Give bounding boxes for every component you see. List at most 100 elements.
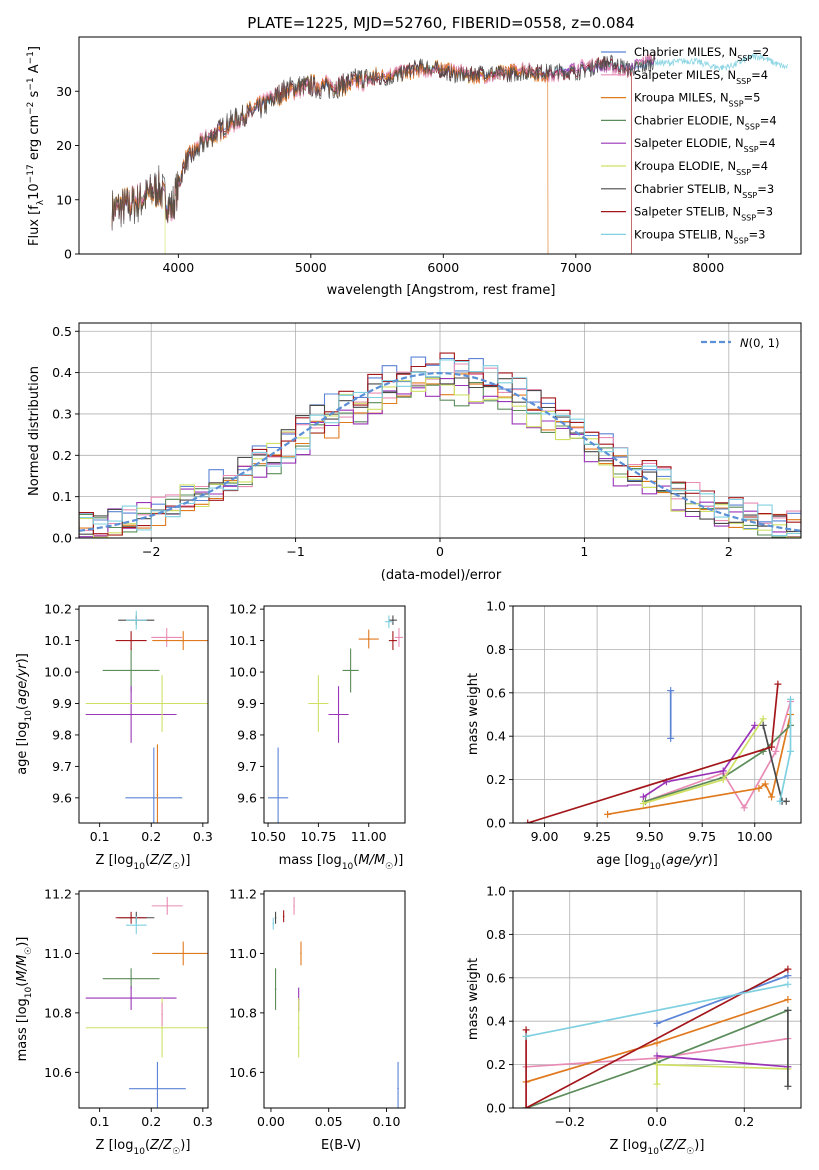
legend-entry: Salpeter ELODIE, NSSP=4 — [634, 136, 776, 154]
y-axis-label: mass [log10(M/M☉)] — [15, 937, 34, 1062]
x-tick-label: 9.00 — [531, 829, 559, 844]
data-point — [274, 988, 277, 990]
y-tick-label: 9.6 — [237, 790, 257, 805]
data-point — [130, 997, 132, 999]
y-tick-label: 10.1 — [229, 633, 257, 648]
data-point — [277, 797, 279, 799]
y-axis-label: age [log10(age/yr)] — [15, 653, 34, 775]
data-point — [388, 620, 390, 623]
x-tick-label: 0.2 — [141, 1114, 161, 1129]
x-tick-label: 0.2 — [141, 829, 161, 844]
y-tick-label: 10.0 — [44, 665, 72, 680]
data-point — [367, 638, 370, 640]
x-tick-label: 10.00 — [737, 829, 773, 844]
x-tick-label: −1 — [286, 544, 304, 559]
spectrum-line — [111, 53, 656, 231]
x-tick-label: 0 — [436, 544, 444, 559]
data-point — [135, 619, 138, 621]
y-tick-label: 10.0 — [229, 665, 257, 680]
y-tick-label: 9.8 — [237, 727, 257, 742]
spectrum-line — [111, 59, 549, 254]
x-tick-label: 5000 — [295, 260, 327, 275]
y-tick-label: 10.8 — [229, 1005, 257, 1020]
panel-weight_vs_age: 9.00 9.25 9.50 9.75 10.00 0.0 0.2 0.4 0.6 0.8 1.0 a… — [466, 599, 802, 872]
legend-entry: Chabrier ELODIE, NSSP=4 — [634, 113, 777, 130]
y-tick-label: 10.6 — [229, 1065, 257, 1080]
x-axis-label: wavelength [Angstrom, rest frame] — [327, 283, 556, 298]
x-axis-label: (data-model)/error — [381, 568, 502, 583]
y-tick-label: 0.6 — [486, 970, 506, 985]
legend: Chabrier MILES, NSSP=2 Salpeter MILES, NS… — [601, 45, 777, 245]
data-point — [166, 905, 169, 907]
y-tick-label: 0.0 — [486, 816, 506, 831]
weight-line — [645, 724, 792, 803]
y-tick-label: 10 — [56, 192, 72, 207]
x-tick-label: 0.10 — [373, 1114, 401, 1129]
x-tick-label: 0.1 — [90, 829, 110, 844]
y-axis-label: mass weight — [466, 958, 481, 1040]
x-tick-label: −0.2 — [555, 1114, 585, 1129]
y-tick-label: 0.4 — [486, 729, 506, 744]
y-tick-label: 0.8 — [486, 642, 506, 657]
plot-area — [111, 50, 788, 254]
gaussian-reference-curve — [79, 371, 801, 532]
x-tick-label: 9.75 — [688, 829, 716, 844]
x-tick-label: 0.1 — [90, 1114, 110, 1129]
x-tick-label: 10.50 — [250, 829, 286, 844]
x-tick-label: 0.05 — [315, 1114, 343, 1129]
x-axis-label: mass [log10(M/M☉)] — [279, 853, 404, 872]
data-point — [165, 636, 168, 639]
y-axis-label: mass weight — [466, 673, 481, 755]
plot-area — [513, 606, 801, 823]
weight-line — [525, 983, 789, 1038]
data-point — [161, 1013, 163, 1016]
x-tick-label: 0.2 — [734, 1114, 754, 1129]
data-point — [130, 977, 132, 980]
data-point — [182, 639, 185, 642]
data-point — [349, 669, 352, 672]
data-point — [130, 639, 132, 642]
y-tick-label: 10.2 — [229, 602, 257, 617]
spectrum-line — [111, 51, 656, 226]
legend-entry: Salpeter STELIB, NSSP=3 — [634, 205, 773, 223]
histogram-salpeter-stelib — [79, 352, 801, 538]
y-tick-label: 0.5 — [52, 324, 72, 339]
y-tick-label: 0.0 — [486, 1101, 506, 1116]
y-tick-label: 11.0 — [229, 946, 257, 961]
plot-area — [272, 896, 399, 1108]
legend-entry: Chabrier MILES, NSSP=2 — [634, 45, 769, 63]
y-tick-label: 11.2 — [44, 886, 72, 901]
y-tick-label: 0.8 — [486, 927, 506, 942]
y-tick-label: 0.2 — [52, 448, 72, 463]
y-tick-label: 11.0 — [44, 946, 72, 961]
x-tick-label: 4000 — [162, 260, 194, 275]
legend-entry: Kroupa MILES, NSSP=5 — [634, 91, 760, 109]
data-point — [317, 702, 320, 705]
data-point — [161, 1026, 163, 1029]
y-tick-label: 0.4 — [52, 365, 72, 380]
y-tick-label: 0.6 — [486, 685, 506, 700]
y-tick-label: 9.7 — [237, 759, 257, 774]
y-tick-label: 9.8 — [52, 727, 72, 742]
y-tick-label: 11.2 — [229, 886, 257, 901]
panel-residuals: −2 −1 0 1 2 0.0 0.1 0.2 0.3 0.4 0.5 (data-model)/er… — [27, 322, 802, 583]
x-tick-label: 1 — [580, 544, 588, 559]
panel-weight_vs_Z: −0.2 0.0 0.2 0.0 0.2 0.4 0.6 0.8 1.0 Z [log10(Z/Z… — [466, 884, 802, 1157]
y-tick-label: 0.3 — [52, 406, 72, 421]
histogram-kroupa-stelib — [79, 359, 801, 538]
data-point — [392, 639, 394, 642]
data-point — [156, 793, 159, 796]
y-tick-label: 10.2 — [44, 602, 72, 617]
weight-line — [607, 714, 792, 816]
data-point — [297, 1026, 300, 1029]
y-tick-label: 30 — [56, 84, 72, 99]
legend-entry: Kroupa STELIB, NSSP=3 — [634, 227, 765, 245]
x-tick-label: −2 — [142, 544, 160, 559]
weight-line — [656, 974, 789, 1025]
data-point — [130, 916, 132, 919]
x-tick-label: 6000 — [427, 260, 459, 275]
axes-frame — [263, 890, 406, 1109]
y-tick-label: 0.4 — [486, 1014, 506, 1029]
x-tick-label: 0.0 — [647, 1114, 667, 1129]
x-axis-label: Z [log10(Z/Z☉)] — [96, 1138, 191, 1157]
